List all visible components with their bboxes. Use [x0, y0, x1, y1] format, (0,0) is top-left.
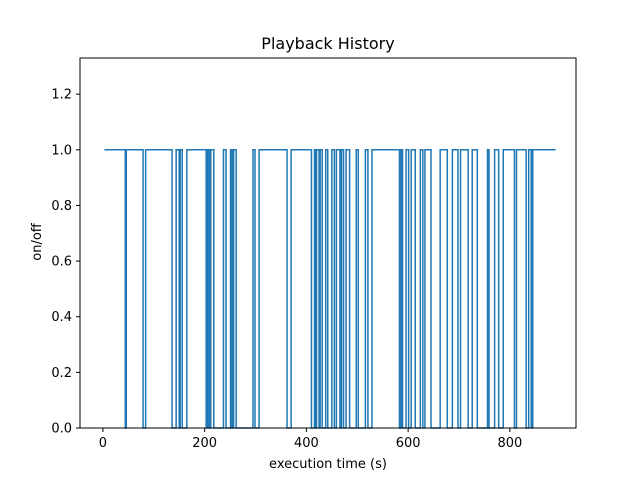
x-axis-label: execution time (s) [269, 457, 387, 472]
x-tick-label: 0 [99, 436, 107, 451]
y-axis: 0.0 0.2 0.4 0.6 0.8 1.0 1.2 [51, 88, 80, 437]
x-tick-label: 800 [497, 436, 522, 451]
y-tick-label: 0.0 [51, 422, 72, 437]
y-tick-label: 0.8 [51, 199, 72, 214]
chart-title: Playback History [261, 34, 394, 53]
y-tick-label: 0.2 [51, 366, 72, 381]
x-tick-label: 400 [294, 436, 319, 451]
x-axis: 0 200 400 600 800 [99, 428, 522, 451]
x-tick-label: 200 [192, 436, 217, 451]
y-axis-label: on/off [30, 222, 45, 261]
y-tick-label: 0.6 [51, 255, 72, 270]
y-tick-label: 1.2 [51, 88, 72, 103]
y-tick-label: 0.4 [51, 310, 72, 325]
y-tick-label: 1.0 [51, 143, 72, 158]
x-tick-label: 600 [396, 436, 421, 451]
plot-frame [79, 57, 577, 429]
